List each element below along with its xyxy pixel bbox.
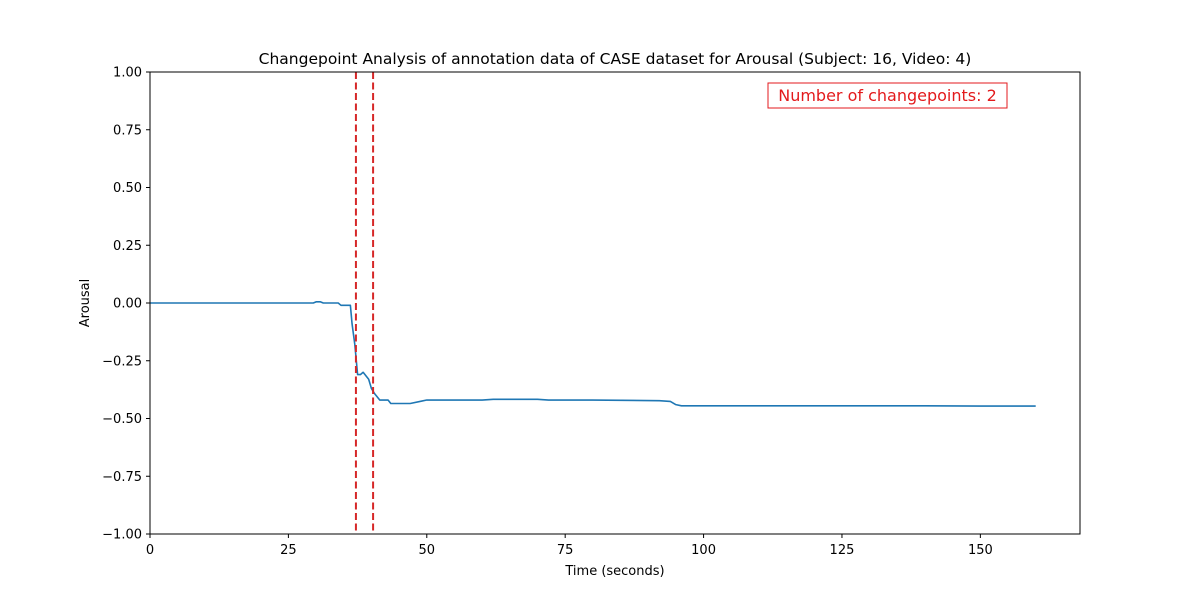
y-tick-label-7: −0.75 xyxy=(102,470,142,485)
y-tick-label-4: 0.00 xyxy=(113,297,142,312)
plot-area: 0 25 50 75 100 125 150 1.00 0.75 0.50 0.25 0.00 −0.2… xyxy=(102,66,1081,558)
x-tick-label-0: 0 xyxy=(146,543,154,558)
y-tick-label-1: 0.75 xyxy=(113,123,142,138)
x-tick-label-2: 50 xyxy=(419,543,436,558)
series-line-0 xyxy=(150,301,1036,407)
y-tick-label-5: −0.25 xyxy=(102,354,142,369)
y-tick-label-6: −0.50 xyxy=(102,412,142,427)
x-tick-label-4: 100 xyxy=(691,543,716,558)
y-tick-label-2: 0.50 xyxy=(113,181,142,196)
x-tick-label-6: 150 xyxy=(968,543,993,558)
x-tick-label-3: 75 xyxy=(557,543,574,558)
y-tick-label-8: −1.00 xyxy=(102,528,142,543)
y-tick-label-3: 0.25 xyxy=(113,239,142,254)
x-axis-label: Time (seconds) xyxy=(564,564,664,579)
y-tick-label-0: 1.00 xyxy=(113,66,142,81)
x-tick-label-1: 25 xyxy=(280,543,297,558)
changepoint-count-label: Number of changepoints: 2 xyxy=(778,86,997,105)
chart-title: Changepoint Analysis of annotation data … xyxy=(259,50,972,68)
changepoint-count-box xyxy=(767,82,1008,109)
x-tick-label-5: 125 xyxy=(830,543,855,558)
y-axis-label: Arousal xyxy=(78,279,93,328)
